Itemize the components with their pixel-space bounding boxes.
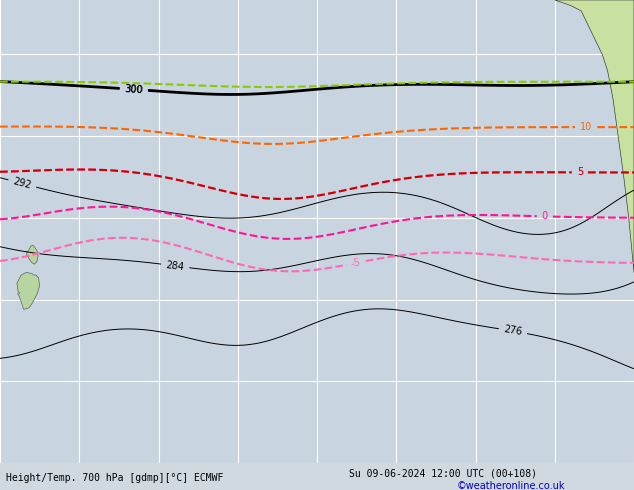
Text: -5: -5 (351, 257, 362, 269)
Text: 300: 300 (124, 84, 143, 95)
Text: 0: 0 (541, 211, 548, 221)
Polygon shape (27, 245, 38, 264)
Text: 10: 10 (580, 122, 592, 132)
Text: ©weatheronline.co.uk: ©weatheronline.co.uk (456, 481, 565, 490)
Text: 5: 5 (577, 168, 583, 177)
Polygon shape (555, 0, 634, 272)
Text: 276: 276 (503, 324, 523, 338)
Text: 5: 5 (577, 168, 583, 177)
Polygon shape (18, 292, 20, 294)
Text: Su 09-06-2024 12:00 UTC (00+108): Su 09-06-2024 12:00 UTC (00+108) (349, 469, 537, 479)
Polygon shape (17, 272, 39, 309)
Text: 300: 300 (124, 84, 143, 95)
Text: 292: 292 (12, 176, 32, 191)
Text: Height/Temp. 700 hPa [gdmp][°C] ECMWF: Height/Temp. 700 hPa [gdmp][°C] ECMWF (6, 473, 224, 483)
Text: 284: 284 (165, 260, 185, 272)
